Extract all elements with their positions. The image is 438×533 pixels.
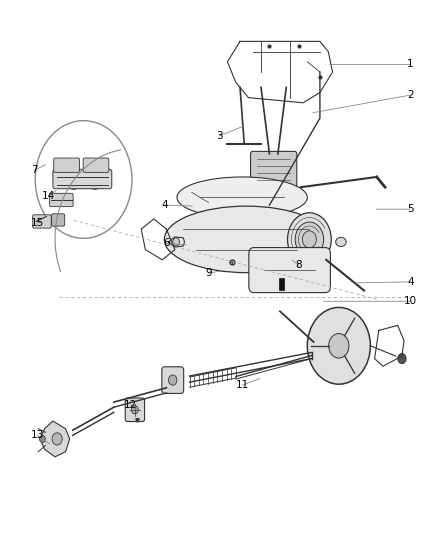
FancyBboxPatch shape [251, 151, 297, 187]
Text: 10: 10 [404, 296, 417, 306]
Text: 14: 14 [42, 191, 55, 201]
Circle shape [39, 435, 46, 442]
Circle shape [67, 173, 81, 189]
FancyBboxPatch shape [54, 158, 79, 172]
Text: 7: 7 [31, 165, 37, 175]
Circle shape [307, 308, 371, 384]
Circle shape [329, 334, 349, 358]
Text: 2: 2 [407, 90, 413, 100]
Circle shape [173, 238, 180, 246]
FancyBboxPatch shape [53, 169, 112, 189]
Text: 13: 13 [31, 430, 44, 440]
Ellipse shape [177, 177, 307, 218]
Circle shape [52, 433, 62, 445]
Text: 4: 4 [407, 277, 413, 287]
FancyBboxPatch shape [33, 215, 51, 228]
Circle shape [302, 231, 316, 248]
FancyBboxPatch shape [249, 247, 330, 293]
Text: 5: 5 [407, 204, 413, 214]
Text: 9: 9 [205, 268, 212, 278]
Text: 1: 1 [407, 59, 413, 69]
Text: 4: 4 [161, 200, 168, 210]
Circle shape [398, 353, 406, 364]
Circle shape [295, 222, 324, 257]
FancyBboxPatch shape [125, 398, 145, 422]
Circle shape [169, 375, 177, 385]
Text: 6: 6 [163, 238, 170, 248]
Text: 12: 12 [124, 400, 138, 410]
Ellipse shape [164, 206, 328, 273]
Polygon shape [40, 421, 70, 457]
Text: 8: 8 [296, 261, 302, 270]
Text: 11: 11 [236, 380, 249, 390]
Circle shape [287, 213, 331, 266]
FancyBboxPatch shape [49, 193, 73, 207]
Text: 3: 3 [215, 131, 223, 141]
FancyBboxPatch shape [83, 158, 109, 172]
FancyBboxPatch shape [162, 367, 184, 393]
Ellipse shape [336, 237, 346, 247]
FancyBboxPatch shape [52, 214, 65, 226]
Circle shape [88, 173, 102, 189]
Bar [279, 278, 284, 289]
Text: 15: 15 [31, 218, 44, 228]
Circle shape [131, 406, 138, 414]
